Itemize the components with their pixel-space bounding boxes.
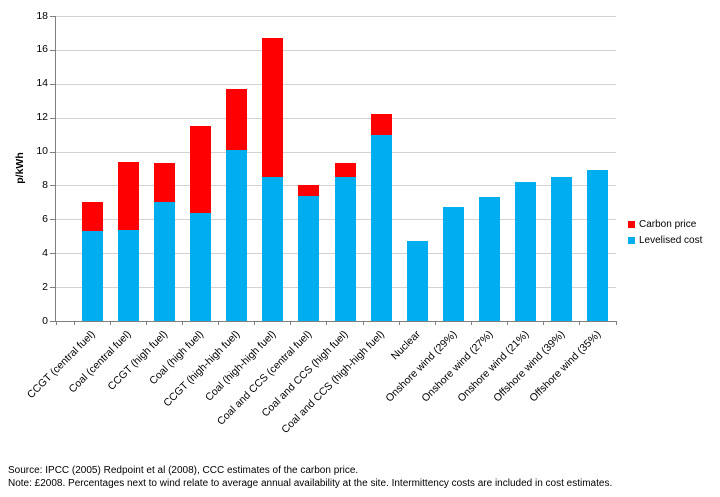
bar-nuclear-levelised-cost <box>406 241 428 321</box>
x-tick-mark-4 <box>218 321 220 325</box>
legend-label-levelised-cost: Levelised cost <box>639 235 703 246</box>
bar-coal-high-fuel-carbon-price <box>189 126 211 213</box>
bar-coal-central-fuel-levelised-cost <box>117 229 139 321</box>
bar-ccgt-high-fuel-carbon-price <box>153 163 175 203</box>
bar-onshore-wind-21-levelised-cost <box>515 182 537 321</box>
legend-item-levelised-cost: Levelised cost <box>628 235 702 246</box>
bar-coal-and-ccs-central-fuel-carbon-price <box>298 185 320 196</box>
bar-coal-and-ccs-central-fuel-levelised-cost <box>298 195 320 321</box>
source-note: Source: IPCC (2005) Redpoint et al (2008… <box>8 465 359 476</box>
y-tick-label-4: 4 <box>42 246 48 259</box>
bar-coal-high-high-fuel-carbon-price <box>262 38 284 177</box>
x-tick-mark-12 <box>507 321 509 325</box>
x-tick-mark-6 <box>290 321 292 325</box>
x-tick-mark-15 <box>615 321 617 325</box>
x-tick-mark-axis <box>56 321 57 325</box>
bar-ccgt-central-fuel-levelised-cost <box>81 231 103 321</box>
footnotes: Source: IPCC (2005) Redpoint et al (2008… <box>8 465 612 490</box>
gridline-10 <box>56 151 616 153</box>
x-tick-mark-9 <box>398 321 400 325</box>
y-tick-label-16: 16 <box>36 43 48 56</box>
y-tick-mark-12 <box>50 117 56 119</box>
x-tick-mark-3 <box>181 321 183 325</box>
y-tick-mark-2 <box>50 287 56 289</box>
y-tick-mark-6 <box>50 219 56 221</box>
y-tick-mark-8 <box>50 185 56 187</box>
legend-label-carbon-price: Carbon price <box>639 219 697 230</box>
bar-coal-and-ccs-high-high-fuel-levelised-cost <box>370 134 392 321</box>
y-tick-label-2: 2 <box>42 280 48 293</box>
methodology-note: Note: £2008. Percentages next to wind re… <box>8 477 613 489</box>
x-tick-mark-0 <box>73 321 75 325</box>
y-tick-label-8: 8 <box>42 178 48 191</box>
bar-coal-and-ccs-high-fuel-levelised-cost <box>334 176 356 321</box>
x-tick-mark-8 <box>362 321 364 325</box>
y-tick-label-14: 14 <box>36 77 48 90</box>
y-tick-mark-16 <box>50 49 56 51</box>
legend-item-carbon-price: Carbon price <box>628 219 702 230</box>
x-label-nuclear: Nuclear <box>388 328 424 363</box>
x-tick-mark-1 <box>109 321 111 325</box>
x-tick-mark-10 <box>434 321 436 325</box>
bar-offshore-wind-39-levelised-cost <box>551 176 573 321</box>
gridline-18 <box>56 16 616 17</box>
x-tick-mark-5 <box>254 321 256 325</box>
y-tick-mark-0 <box>50 321 56 322</box>
bar-ccgt-high-fuel-levelised-cost <box>153 202 175 321</box>
gridline-16 <box>56 49 616 51</box>
gridline-12 <box>56 117 616 119</box>
bar-coal-and-ccs-high-fuel-carbon-price <box>334 163 356 177</box>
bar-ccgt-central-fuel-carbon-price <box>81 202 103 232</box>
y-tick-label-6: 6 <box>42 212 48 225</box>
bar-coal-and-ccs-high-high-fuel-carbon-price <box>370 114 392 135</box>
gridline-14 <box>56 83 616 85</box>
bar-ccgt-high-high-fuel-levelised-cost <box>226 149 248 321</box>
legend-swatch-carbon-price-icon <box>628 221 635 228</box>
bar-ccgt-high-high-fuel-carbon-price <box>226 88 248 150</box>
y-tick-label-10: 10 <box>36 145 48 158</box>
bar-onshore-wind-29-levelised-cost <box>442 207 464 321</box>
y-tick-mark-18 <box>50 16 56 17</box>
plot-area: 0 2 4 6 8 10 12 14 16 18 CCGT (central fuel) Coal (… <box>25 10 617 436</box>
y-tick-label-0: 0 <box>42 314 48 327</box>
x-tick-mark-11 <box>470 321 472 325</box>
bar-coal-central-fuel-carbon-price <box>117 161 139 230</box>
legend: Carbon price Levelised cost <box>628 219 702 251</box>
y-tick-mark-4 <box>50 253 56 255</box>
y-tick-mark-14 <box>50 83 56 85</box>
bar-coal-high-high-fuel-levelised-cost <box>262 176 284 321</box>
bar-offshore-wind-35-levelised-cost <box>587 170 609 321</box>
y-tick-label-12: 12 <box>36 111 48 124</box>
x-tick-mark-2 <box>145 321 147 325</box>
y-tick-label-18: 18 <box>36 9 48 22</box>
x-tick-mark-14 <box>579 321 581 325</box>
bar-coal-high-fuel-levelised-cost <box>189 212 211 321</box>
y-tick-mark-10 <box>50 151 56 153</box>
x-label-offshore-wind-35: Offshore wind (35%) <box>527 328 604 405</box>
x-tick-mark-7 <box>326 321 328 325</box>
x-tick-mark-13 <box>543 321 545 325</box>
bar-onshore-wind-27-levelised-cost <box>479 197 501 321</box>
legend-swatch-levelised-cost-icon <box>628 237 635 244</box>
